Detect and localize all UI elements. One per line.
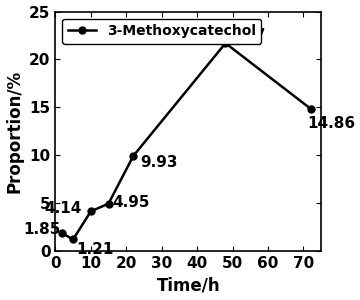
Text: 4.95: 4.95: [113, 195, 150, 210]
Text: 1.85: 1.85: [23, 222, 61, 237]
Text: 4.14: 4.14: [45, 201, 82, 216]
X-axis label: Time/h: Time/h: [157, 276, 220, 294]
3-Methoxycatechol: [131, 154, 135, 158]
Y-axis label: Proportion/%: Proportion/%: [5, 70, 23, 193]
3-Methoxycatechol: [309, 107, 313, 110]
Text: 21.7: 21.7: [228, 28, 266, 43]
Text: 9.93: 9.93: [140, 155, 178, 170]
Legend: 3-Methoxycatechol: 3-Methoxycatechol: [62, 19, 261, 44]
Text: 14.86: 14.86: [307, 116, 355, 130]
Line: 3-Methoxycatechol: 3-Methoxycatechol: [59, 40, 314, 243]
3-Methoxycatechol: [60, 232, 64, 235]
3-Methoxycatechol: [106, 202, 111, 206]
3-Methoxycatechol: [223, 41, 228, 45]
Text: 1.21: 1.21: [76, 242, 113, 256]
3-Methoxycatechol: [89, 210, 93, 213]
3-Methoxycatechol: [71, 238, 75, 241]
